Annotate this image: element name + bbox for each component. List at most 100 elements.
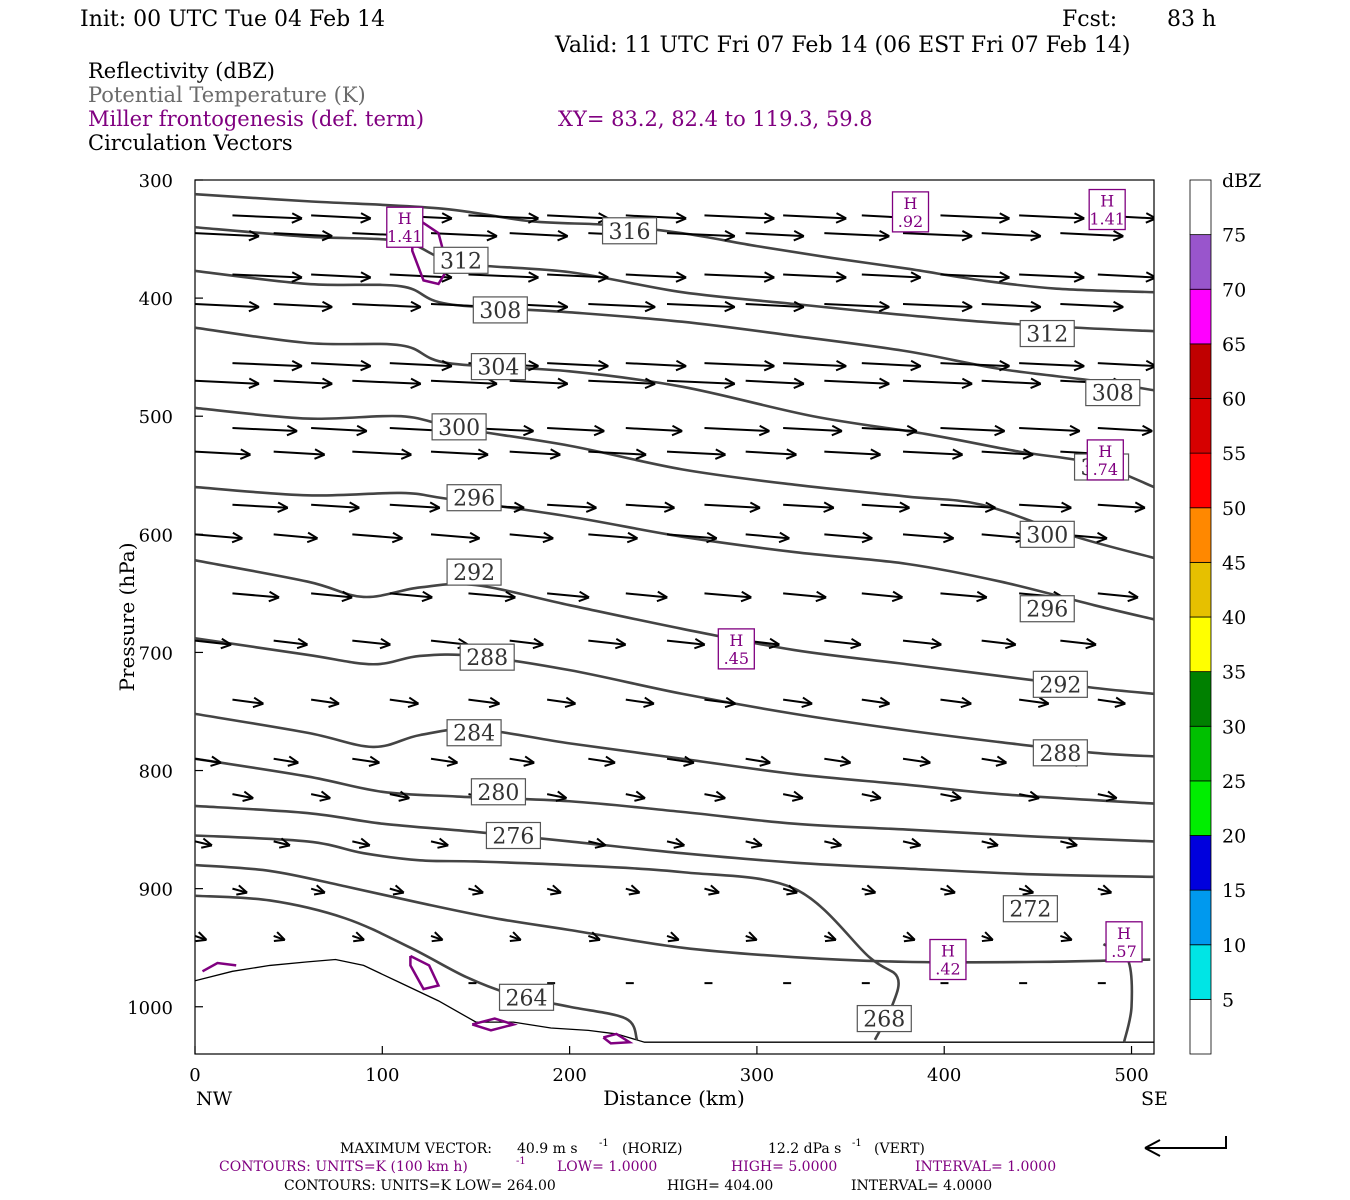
plot-area: 3163123083123043083003042963002922962882… (195, 188, 1154, 1045)
vector-arrowhead (549, 448, 561, 460)
vector-arrow (232, 503, 288, 509)
theta-contour-284 (195, 712, 1154, 805)
vector-arrow (195, 450, 251, 456)
theta-label-308: 308 (472, 296, 528, 324)
vector-arrow (547, 362, 609, 368)
vector-arrowhead (758, 424, 770, 437)
vector-arrow (389, 793, 410, 800)
vector-arrowhead (242, 790, 254, 802)
theta-contour-288 (195, 636, 1154, 758)
vector-arrowhead (864, 884, 877, 896)
vector-arrow (547, 214, 609, 220)
vector-arrow (509, 379, 568, 385)
theta-label-312: 312 (1019, 319, 1075, 348)
theta-label-288: 288 (459, 643, 515, 671)
theta-label-272: 272 (1002, 895, 1058, 923)
vector-arrowhead (486, 230, 498, 242)
vector-arrowhead (1060, 931, 1073, 943)
vector-arrowhead (675, 212, 687, 224)
vector-arrow (389, 503, 440, 509)
vector-arrow (430, 379, 498, 385)
theta-label-text: 304 (477, 356, 519, 381)
vector-arrow (273, 639, 308, 646)
vector-arrowhead (906, 424, 918, 437)
y-tick-label: 300 (139, 171, 173, 192)
vector-arrow (195, 303, 260, 309)
vector-arrowhead (671, 424, 683, 437)
vector-arrow (625, 592, 668, 599)
vector-arrow (666, 533, 717, 540)
colorbar-label: 5 (1222, 989, 1234, 1011)
vector-arrow (783, 592, 827, 599)
vector-arrow (195, 232, 260, 238)
x-axis-title: Distance (km) (603, 1086, 745, 1110)
vector-arrowhead (248, 377, 260, 390)
contours-miller-exp: -1 (516, 1156, 526, 1167)
vector-arrowhead (1022, 448, 1034, 460)
contours-theta-interval: INTERVAL= 4.0000 (851, 1178, 992, 1194)
vector-arrow (1018, 793, 1040, 800)
theta-label-text: 292 (1039, 673, 1081, 698)
field-vectors: Circulation Vectors (88, 131, 293, 155)
vector-arrowhead (998, 212, 1010, 224)
vector-arrow (468, 698, 500, 705)
vector-arrow (745, 840, 763, 847)
vector-arrow (273, 757, 299, 764)
frontogenesis-high: H.92 (891, 191, 930, 233)
vector-arrow (902, 232, 973, 238)
colorbar-swatch (1189, 780, 1212, 836)
vector-arrowhead (1141, 424, 1153, 437)
vector-arrow (666, 379, 735, 385)
vector-arrowhead (891, 590, 903, 603)
vector-arrow (1097, 793, 1117, 800)
vector-arrowhead (714, 448, 726, 460)
colorbar-swatch (1189, 288, 1212, 345)
max-vector-vert-exp: -1 (852, 1138, 862, 1149)
vector-arrowhead (961, 230, 973, 242)
vector-arrowhead (763, 359, 775, 372)
vector-arrowhead (356, 424, 368, 437)
theta-label-text: 276 (492, 825, 534, 850)
colorbar-swatch (1189, 671, 1212, 727)
frontogenesis-contour (602, 1032, 634, 1045)
vector-arrow (824, 379, 890, 385)
vector-arrow (981, 757, 1007, 764)
high-value: .57 (1111, 942, 1136, 961)
vector-arrow (311, 592, 353, 599)
vector-arrowhead (513, 501, 525, 513)
vector-arrowhead (1145, 212, 1154, 224)
vector-arrow (1019, 362, 1085, 368)
vector-arrowhead (750, 837, 763, 849)
high-value: .74 (1093, 460, 1118, 479)
high-value: 1.41 (387, 227, 423, 246)
y-tick-label: 1000 (127, 998, 173, 1019)
colorbar-label: 25 (1222, 771, 1246, 793)
colorbar-swatch (1189, 398, 1212, 454)
vector-arrowhead (210, 755, 222, 767)
vector-arrowhead (831, 424, 843, 437)
vector-arrowhead (793, 300, 805, 313)
vector-arrowhead (410, 300, 422, 313)
vector-arrow (311, 362, 371, 368)
contours-miller-high: HIGH= 5.0000 (731, 1159, 837, 1175)
vector-arrow (352, 840, 371, 847)
vector-arrow (745, 379, 804, 385)
vector-arrowhead (1100, 884, 1113, 896)
x-tick-label: 100 (365, 1065, 399, 1086)
vector-arrowhead (291, 212, 303, 224)
vector-arrowhead (360, 271, 372, 283)
y-tick-label: 400 (139, 289, 173, 310)
x-tick-label: 300 (740, 1065, 774, 1086)
vector-arrow (824, 303, 890, 309)
colorbar-label: 20 (1222, 826, 1246, 848)
vector-arrow (745, 303, 804, 309)
colorbar-label: 35 (1222, 662, 1246, 684)
vector-arrowhead (903, 931, 916, 943)
vector-arrowhead (656, 590, 668, 603)
vector-arrow (273, 450, 325, 456)
theta-contour-308 (195, 269, 1154, 392)
theta-label-316: 316 (601, 217, 658, 245)
theta-contour-280 (195, 757, 1154, 843)
theta-label-268: 268 (856, 1004, 912, 1033)
vector-arrow (666, 757, 695, 764)
